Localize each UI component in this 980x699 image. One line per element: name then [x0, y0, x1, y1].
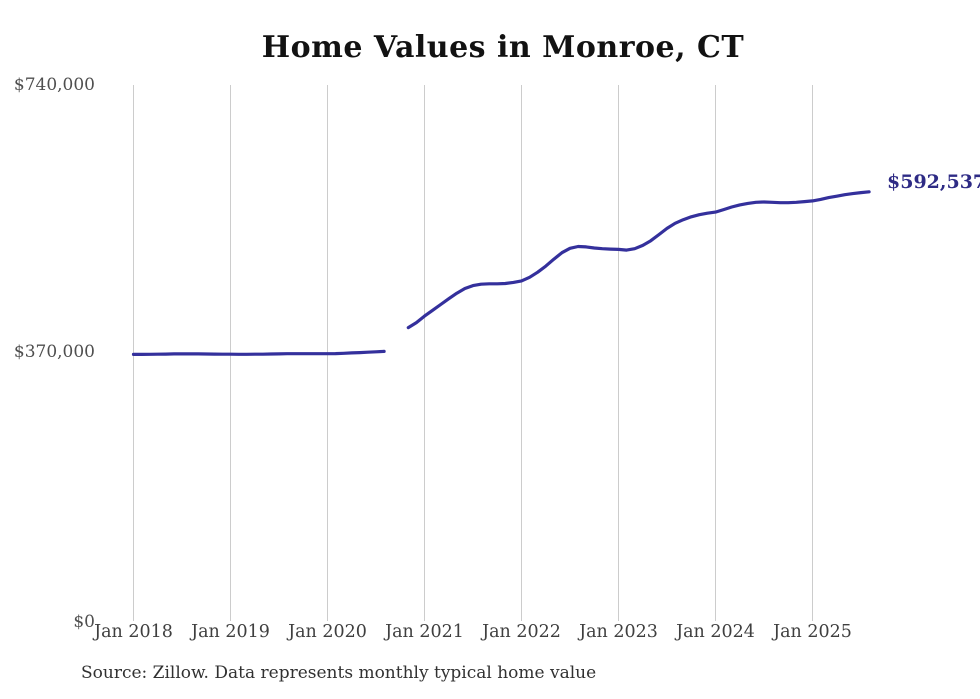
- x-axis-tick-label-jan-2024: Jan 2024: [676, 622, 755, 642]
- x-axis-tick-label-jan-2021: Jan 2021: [385, 622, 464, 642]
- x-axis-tick-label-jan-2020: Jan 2020: [288, 622, 367, 642]
- x-axis-tick-label-jan-2022: Jan 2022: [482, 622, 561, 642]
- y-axis-tick-label-370000: $370,000: [13, 342, 95, 362]
- series-line: [131, 190, 871, 356]
- source-note: Source: Zillow. Data represents monthly …: [81, 663, 597, 683]
- x-axis-tick-label-jan-2018: Jan 2018: [94, 622, 173, 642]
- x-axis-tick-label-jan-2019: Jan 2019: [191, 622, 270, 642]
- y-axis-tick-label-740000: $740,000: [13, 75, 95, 95]
- chart-title: Home Values in Monroe, CT: [261, 30, 745, 65]
- end-value-label: $592,537: [887, 171, 980, 193]
- x-axis-tick-label-jan-2025: Jan 2025: [773, 622, 852, 642]
- y-axis-tick-label-0: $0: [73, 612, 95, 632]
- x-axis-tick-label-jan-2023: Jan 2023: [579, 622, 658, 642]
